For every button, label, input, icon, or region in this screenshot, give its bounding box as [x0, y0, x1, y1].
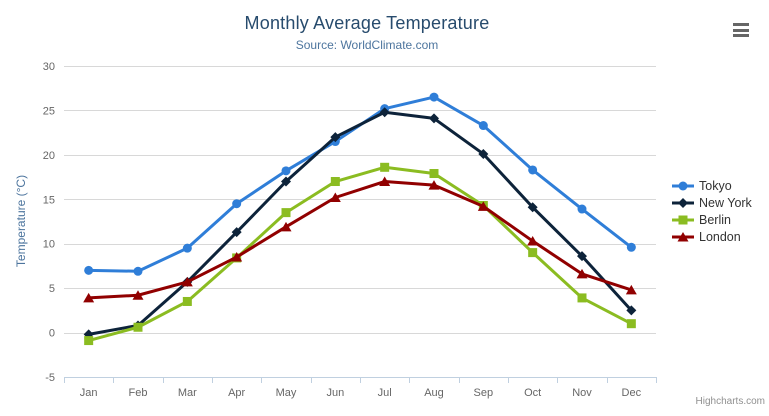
legend-item-tokyo[interactable]: Tokyo: [672, 177, 752, 194]
legend-label: Berlin: [699, 212, 731, 227]
data-point-berlin[interactable]: [429, 169, 439, 179]
data-point-london[interactable]: [576, 268, 588, 279]
data-point-berlin[interactable]: [626, 319, 636, 329]
x-axis-label: Dec: [622, 387, 642, 399]
x-axis-label: Aug: [424, 387, 444, 399]
y-axis-label: 10: [43, 239, 55, 251]
data-point-london[interactable]: [83, 292, 95, 303]
y-axis-label: -5: [45, 372, 55, 384]
data-point-london[interactable]: [428, 180, 440, 190]
data-point-tokyo[interactable]: [133, 266, 143, 276]
x-axis-label: Nov: [572, 387, 592, 399]
data-point-london[interactable]: [625, 284, 637, 295]
legend: Tokyo New York Berlin London: [672, 177, 752, 245]
y-axis-label: 15: [43, 194, 55, 206]
legend-label: London: [699, 229, 741, 244]
legend-marker-shape: [678, 181, 688, 190]
data-point-berlin[interactable]: [281, 208, 291, 218]
data-point-new-york[interactable]: [231, 227, 242, 238]
data-point-tokyo[interactable]: [528, 165, 538, 175]
hamburger-bar: [733, 28, 749, 32]
data-point-london[interactable]: [527, 236, 539, 246]
data-point-london[interactable]: [181, 276, 193, 287]
data-point-london[interactable]: [379, 176, 391, 187]
data-point-tokyo[interactable]: [429, 92, 439, 102]
credits-link[interactable]: Highcharts.com: [695, 396, 765, 407]
series-line-berlin: [87, 165, 633, 343]
data-point-tokyo[interactable]: [182, 243, 192, 253]
x-axis-label: Mar: [178, 387, 197, 399]
data-point-new-york[interactable]: [330, 132, 341, 143]
data-point-berlin[interactable]: [380, 162, 390, 172]
data-point-tokyo[interactable]: [232, 199, 242, 209]
data-point-new-york[interactable]: [626, 305, 637, 316]
legend-item-london[interactable]: London: [672, 228, 752, 245]
data-point-new-york[interactable]: [281, 176, 291, 187]
legend-label: New York: [699, 195, 752, 210]
data-point-new-york[interactable]: [527, 202, 538, 213]
legend-marker-shape: [678, 215, 688, 224]
legend-marker-square-icon: [672, 215, 694, 224]
y-axis-label: 30: [43, 61, 55, 73]
data-point-tokyo[interactable]: [281, 166, 291, 176]
data-point-berlin[interactable]: [133, 322, 143, 332]
legend-label: Tokyo: [699, 178, 732, 193]
chart-title: Monthly Average Temperature: [244, 13, 490, 33]
data-point-tokyo[interactable]: [577, 204, 587, 214]
legend-marker-triangle-icon: [672, 231, 694, 241]
data-point-berlin[interactable]: [528, 248, 538, 258]
data-point-london[interactable]: [231, 252, 243, 262]
y-axis-label: 20: [43, 150, 55, 162]
x-axis-label: Feb: [129, 387, 148, 399]
series-line-new-york: [87, 110, 633, 336]
data-point-berlin[interactable]: [84, 336, 94, 346]
y-axis-label: 0: [49, 328, 55, 340]
chart-subtitle: Source: WorldClimate.com: [295, 38, 439, 52]
data-point-berlin[interactable]: [182, 296, 192, 306]
data-point-new-york[interactable]: [429, 113, 439, 124]
data-point-london[interactable]: [477, 201, 489, 211]
x-axis-label: Sep: [474, 387, 494, 399]
x-axis-label: Jan: [80, 387, 98, 399]
data-point-new-york[interactable]: [577, 251, 587, 262]
data-point-tokyo[interactable]: [626, 242, 636, 252]
legend-marker-circle-icon: [672, 181, 694, 190]
x-axis-label: Jun: [326, 387, 344, 399]
legend-marker-shape: [678, 197, 688, 208]
data-point-new-york[interactable]: [379, 107, 390, 118]
data-point-tokyo[interactable]: [478, 121, 488, 131]
y-axis-title: Temperature (°C): [14, 174, 28, 268]
y-axis-label: 25: [43, 105, 55, 117]
y-axis-label: 5: [49, 283, 55, 295]
hamburger-bar: [733, 34, 749, 37]
legend-item-berlin[interactable]: Berlin: [672, 211, 752, 228]
legend-marker-shape: [677, 231, 689, 241]
hamburger-menu-icon[interactable]: [731, 21, 751, 39]
legend-marker-diamond-icon: [672, 197, 694, 208]
data-point-new-york[interactable]: [478, 148, 489, 159]
data-point-berlin[interactable]: [577, 293, 587, 303]
x-axis-label: Apr: [228, 387, 245, 399]
data-point-london[interactable]: [132, 290, 144, 300]
series-line-london: [87, 180, 633, 300]
hamburger-bar: [733, 23, 749, 26]
x-axis-label: May: [276, 387, 297, 399]
data-point-tokyo[interactable]: [84, 265, 94, 275]
data-point-berlin[interactable]: [330, 177, 340, 187]
legend-item-new-york[interactable]: New York: [672, 194, 752, 211]
data-point-london[interactable]: [329, 192, 341, 203]
x-axis-label: Jul: [378, 387, 392, 399]
data-point-london[interactable]: [280, 221, 292, 232]
x-axis-label: Oct: [524, 387, 541, 399]
